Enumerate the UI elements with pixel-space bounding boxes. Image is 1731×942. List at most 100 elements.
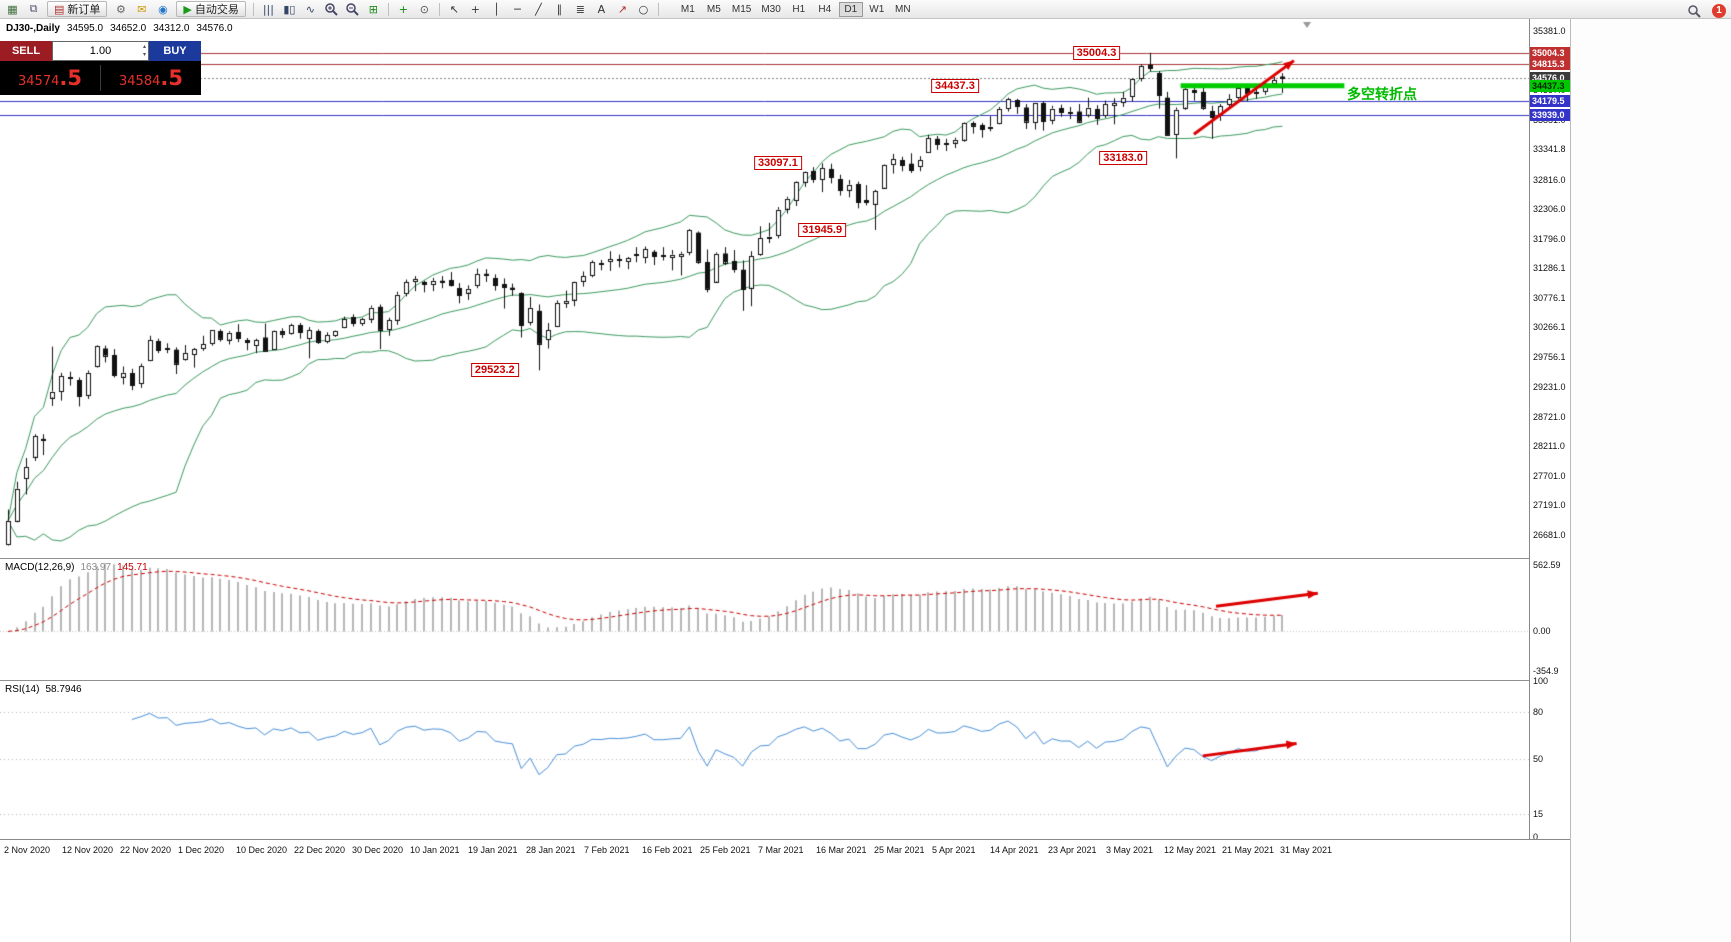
price-axis-label: 33341.8 [1533,144,1566,155]
price-axis-label: 31286.1 [1533,263,1566,274]
price-annotation[interactable]: 35004.3 [1072,45,1121,60]
buy-button[interactable]: BUY [149,41,201,61]
line-chart-icon[interactable]: ∿ [300,1,321,18]
new-order-icon: ▤ [54,2,65,16]
community-icon: ◉ [158,2,168,16]
vertical-line-icon[interactable]: │ [486,1,507,18]
new-chart-icon[interactable]: ▦ [2,1,23,18]
crosshair-icon[interactable]: + [465,1,486,18]
fibonacci-icon[interactable]: ≣ [570,1,591,18]
macd-label: MACD(12,26,9) 163.97 145.71 [5,562,148,573]
date-axis-label: 22 Dec 2020 [294,845,346,855]
date-axis[interactable]: 2 Nov 2020 12 Nov 2020 22 Nov 2020 1 Dec 20… [0,839,1570,860]
chart-ohlc-header: DJ30-,Daily 34595.0 34652.0 34312.0 3457… [6,23,233,34]
candlestick-chart-icon: ▮▯ [283,2,296,16]
timeframe-h1[interactable]: H1 [792,3,806,15]
chat-icon: ✉ [137,2,147,16]
timeframe-m5[interactable]: M5 [706,3,721,15]
new-order-button-label: 新订单 [67,3,101,16]
price-badge: 34815.3 [1530,57,1571,70]
timeframe-h4[interactable]: H4 [818,3,832,15]
rsi-axis-label: 0 [1533,832,1539,842]
timeframe-d1[interactable]: D1 [838,1,863,17]
notification-badge[interactable]: 1 [1712,3,1726,18]
volume-down-icon[interactable]: ▾ [142,52,146,58]
symbol-period-label: DJ30-,Daily [6,23,60,34]
chart-window: DJ30-,Daily 34595.0 34652.0 34312.0 3457… [0,19,1571,860]
profiles-icon: ⧉ [29,2,38,15]
close-value: 34576.0 [196,23,233,34]
profiles-icon[interactable]: ⧉ [23,1,44,18]
sell-price[interactable]: 34574.5 [18,66,82,90]
trendline-icon[interactable]: ╱ [528,1,549,18]
date-axis-label: 19 Jan 2021 [468,845,518,855]
text-icon[interactable]: A [591,1,612,18]
arrows-icon[interactable]: ↗ [612,1,633,18]
price-chart-canvas[interactable] [0,19,1529,839]
price-axis-label: 29231.0 [1533,382,1566,393]
price-annotation[interactable]: 33097.1 [754,156,802,171]
bull-bear-turning-point-note[interactable]: 多空转折点 [1347,87,1417,104]
trendline-icon: ╱ [535,2,542,16]
timeframe-m30[interactable]: M30 [761,3,781,15]
date-axis-label: 28 Jan 2021 [526,845,576,855]
volume-up-icon[interactable]: ▴ [142,44,146,50]
horizontal-line-icon[interactable]: ─ [507,1,528,18]
date-axis-label: 31 May 2021 [1280,845,1333,855]
price-annotation[interactable]: 29523.2 [470,363,519,378]
timeframe-mn[interactable]: MN [895,3,911,15]
date-axis-label: 12 May 2021 [1164,845,1217,855]
date-axis-label: 7 Mar 2021 [758,845,804,855]
rsi-axis-label: 15 [1533,808,1544,819]
macd-axis-label: -354.9 [1533,666,1559,676]
expert-advisors-icon[interactable]: ⚙ [110,1,131,18]
rsi-axis-label: 50 [1533,754,1544,764]
search-icon[interactable] [1683,2,1704,19]
price-axis[interactable]: 35381.034869.034357.033851.033341.832816… [1529,19,1571,842]
zoom-out-icon[interactable] [342,1,363,18]
crosshair-icon: + [470,2,480,16]
open-value: 34595.0 [66,23,104,34]
indicators-add-icon[interactable]: + [393,1,414,18]
price-annotation[interactable]: 31945.9 [798,222,847,237]
timeframe-m15[interactable]: M15 [731,3,752,15]
panel-separator[interactable] [0,558,1570,559]
horizontal-line-icon: ─ [514,2,521,16]
shapes-icon[interactable]: ○ [633,1,654,18]
sell-button[interactable]: SELL [0,41,52,61]
fibonacci-icon: ≣ [575,2,585,16]
volume-input[interactable]: 1.00 ▴ ▾ [52,41,149,61]
price-annotation[interactable]: 33183.0 [1099,151,1147,166]
tile-windows-icon[interactable]: ⊞ [363,1,384,18]
timeframe-m1[interactable]: M1 [680,3,695,15]
price-axis-label: 32816.0 [1533,174,1566,185]
date-axis-label: 10 Dec 2020 [236,845,288,855]
zoom-in-icon[interactable] [321,1,342,18]
buy-price[interactable]: 34584.5 [119,66,183,90]
community-icon[interactable]: ◉ [152,1,173,18]
toolbar-separator [387,2,389,16]
bar-chart-icon[interactable]: ||| [258,1,279,18]
new-order-button[interactable]: ▤ 新订单 [47,1,108,17]
price-axis-label: 28721.0 [1533,411,1566,422]
price-annotation[interactable]: 34437.3 [931,78,979,93]
rsi-value: 58.7946 [45,684,82,695]
rsi-label: RSI(14) 58.7946 [5,684,82,695]
cursor-icon[interactable]: ↖ [444,1,465,18]
period-clock-icon[interactable]: ⊙ [414,1,435,18]
chat-icon[interactable]: ✉ [131,1,152,18]
candlestick-chart-icon[interactable]: ▮▯ [279,1,300,18]
shapes-icon: ○ [638,2,649,16]
workspace-empty-area [1570,19,1731,942]
panel-separator[interactable] [0,680,1570,681]
period-clock-icon: ⊙ [419,2,429,16]
autotrading-button[interactable]: ▶ 自动交易 [176,1,246,17]
volume-spinner[interactable]: ▴ ▾ [143,43,146,59]
channel-icon[interactable]: ∥ [549,1,570,18]
toolbar-separator [657,2,659,16]
macd-main-value: 163.97 [80,562,112,573]
price-badge: 34437.3 [1530,79,1571,92]
timeframe-w1[interactable]: W1 [869,3,885,15]
channel-icon: ∥ [556,2,563,16]
arrows-icon: ↗ [617,2,627,16]
